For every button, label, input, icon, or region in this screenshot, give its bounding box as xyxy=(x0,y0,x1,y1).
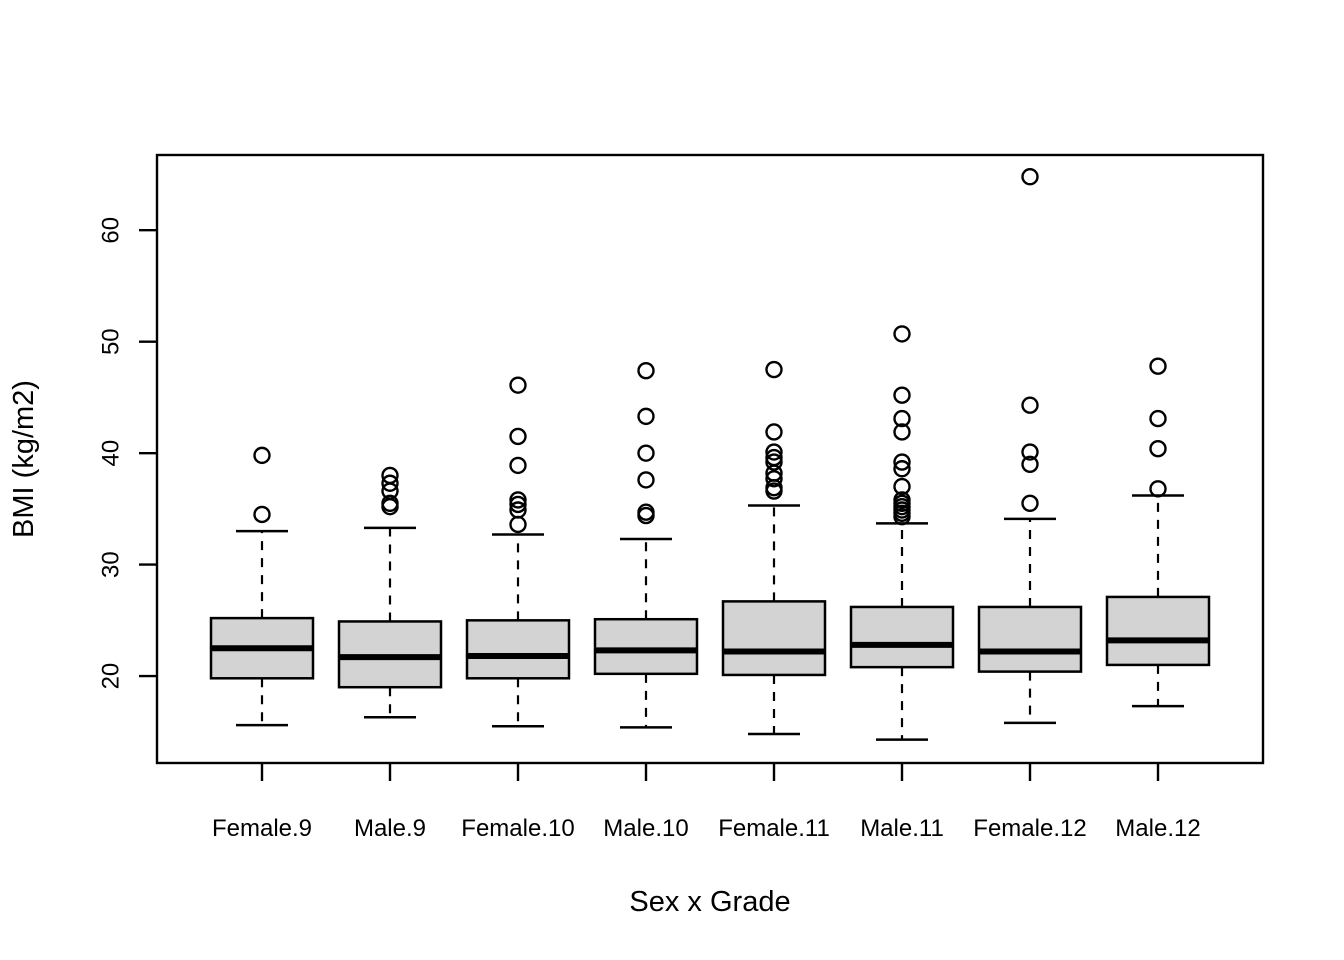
outlier-point xyxy=(893,325,911,343)
y-tick-label: 20 xyxy=(97,663,124,690)
outlier-point xyxy=(1021,455,1039,473)
outlier-point xyxy=(253,446,271,465)
x-category-label: Female.11 xyxy=(718,815,830,842)
x-category-label: Male.11 xyxy=(860,815,944,842)
outlier-point xyxy=(509,491,527,509)
x-category-label: Female.12 xyxy=(973,815,1086,842)
outlier-point xyxy=(509,456,527,475)
box-group-Male.10 xyxy=(593,361,699,729)
outlier-point xyxy=(637,361,655,380)
outlier-point xyxy=(637,471,655,489)
outlier-point xyxy=(509,495,527,514)
outlier-point xyxy=(765,360,783,379)
box-group-Male.11 xyxy=(849,325,955,741)
x-category-label: Female.9 xyxy=(212,815,312,842)
outlier-point xyxy=(765,443,783,461)
outlier-point xyxy=(893,453,911,471)
box-group-Female.12 xyxy=(977,168,1083,725)
outlier-point xyxy=(381,494,399,513)
iqr-box xyxy=(593,617,699,676)
outlier-point xyxy=(381,474,399,492)
outlier-point xyxy=(1149,409,1167,428)
x-axis-title: Sex x Grade xyxy=(629,886,790,918)
outlier-point xyxy=(1149,480,1167,498)
x-category-label: Male.9 xyxy=(354,815,426,842)
chart-layer: 20 30 40 50 60 Female.9 Male.9 Female.10 Male.10… xyxy=(97,168,1211,842)
outlier-point xyxy=(893,423,911,441)
iqr-box xyxy=(1105,595,1211,667)
x-category-label: Male.10 xyxy=(603,815,688,842)
y-tick-label: 50 xyxy=(97,328,124,355)
y-tick-label: 30 xyxy=(97,551,124,578)
outlier-point xyxy=(765,453,783,471)
outlier-point xyxy=(893,460,911,478)
outlier-point xyxy=(893,477,911,496)
outlier-point xyxy=(509,376,527,394)
outlier-point xyxy=(509,501,527,519)
outlier-point xyxy=(637,444,655,462)
outlier-point xyxy=(1021,396,1039,414)
outlier-point xyxy=(637,503,655,521)
outlier-point xyxy=(509,427,527,446)
box-group-Female.9 xyxy=(209,446,315,727)
box-group-Male.9 xyxy=(337,466,443,719)
outlier-point xyxy=(893,409,911,428)
outlier-point xyxy=(893,491,911,509)
x-category-label: Female.10 xyxy=(461,815,574,842)
outlier-point xyxy=(1021,168,1039,186)
outlier-point xyxy=(1021,443,1039,461)
y-tick-label: 60 xyxy=(97,217,124,244)
outlier-point xyxy=(1149,357,1167,375)
outlier-point xyxy=(637,407,655,426)
iqr-box xyxy=(977,605,1083,673)
x-category-label: Male.12 xyxy=(1115,815,1200,842)
y-axis-title: BMI (kg/m2) xyxy=(8,380,40,538)
iqr-box xyxy=(465,619,571,680)
box-group-Female.11 xyxy=(721,360,827,736)
y-tick-label: 40 xyxy=(97,440,124,467)
outlier-point xyxy=(765,470,783,488)
outlier-point xyxy=(1021,494,1039,513)
outlier-point xyxy=(509,515,527,534)
iqr-box xyxy=(721,600,827,677)
box-group-Female.10 xyxy=(465,376,571,728)
outlier-point xyxy=(381,466,399,485)
outlier-point xyxy=(253,505,271,524)
outlier-point xyxy=(1149,439,1167,458)
outlier-point xyxy=(765,423,783,441)
box-group-Male.12 xyxy=(1105,357,1211,708)
plot-border xyxy=(155,153,1265,765)
outlier-point xyxy=(893,386,911,404)
outlier-point xyxy=(765,448,783,467)
iqr-box xyxy=(849,605,955,669)
